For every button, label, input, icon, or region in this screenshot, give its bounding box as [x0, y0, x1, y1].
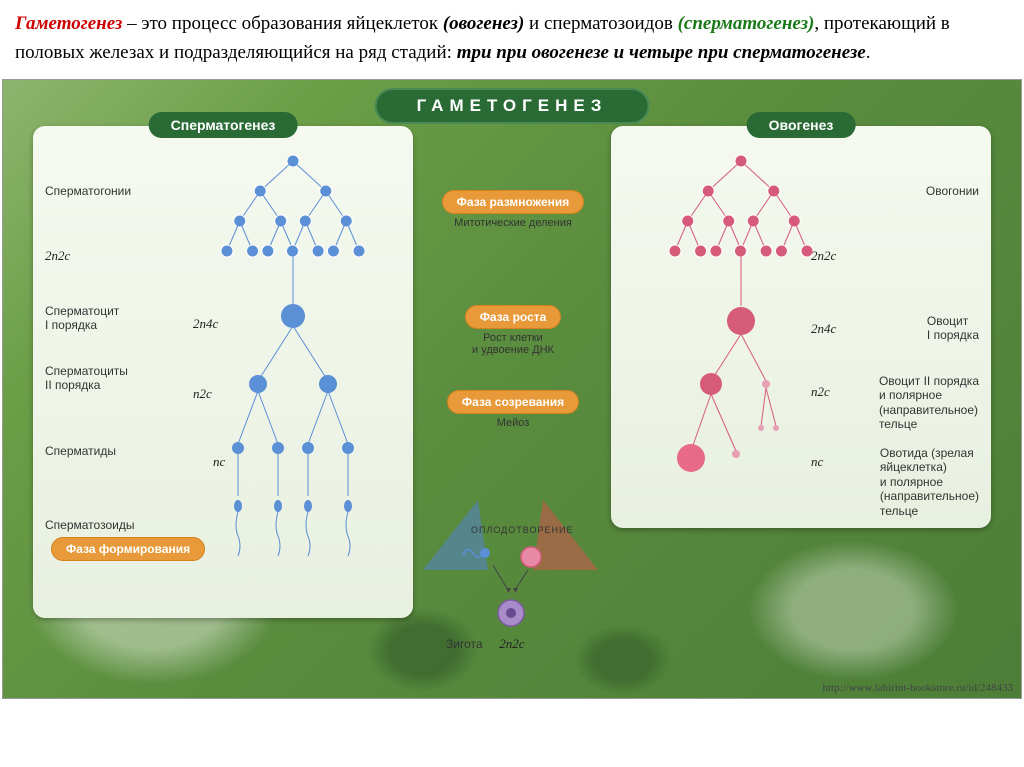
fertilization-label: ОПЛОДОТВОРЕНИЕ — [471, 525, 573, 535]
cell-label: Сперматогонии — [45, 184, 131, 198]
cell-label: Сперматоцит I порядка — [45, 304, 119, 333]
cell-label: Овоцит II порядка и полярное (направител… — [879, 374, 979, 432]
header-text: Гаметогенез – это процесс образования яй… — [0, 0, 1024, 77]
zygote-label: Зигота 2n2c — [446, 636, 524, 652]
formula: nc — [811, 454, 823, 470]
cell-label: Сперматиды — [45, 444, 116, 458]
cell-label: Овогонии — [926, 184, 979, 198]
phase-title: Фаза созревания — [447, 390, 579, 414]
cell-label: Овоцит I порядка — [927, 314, 979, 343]
formula: n2c — [811, 384, 830, 400]
formula: nc — [213, 454, 225, 470]
formula: n2c — [193, 386, 212, 402]
zygote-formula: 2n2c — [499, 636, 524, 651]
formation-phase-pill: Фаза формирования — [51, 537, 205, 561]
phase-subtitle: Рост клетки и удвоение ДНК — [423, 332, 603, 356]
phase-block: Фаза размножения Митотические деления — [423, 190, 603, 229]
cell-label: Овотида (зрелая яйцеклетка) и полярное (… — [880, 446, 979, 518]
phase-title: Фаза роста — [465, 305, 562, 329]
phase-block: Фаза созревания Мейоз — [423, 390, 603, 429]
formula: 2n4c — [811, 321, 836, 337]
diagram-title: ГАМЕТОГЕНЕЗ — [375, 88, 650, 124]
formula: 2n2c — [811, 248, 836, 264]
phase-title: Фаза размножения — [442, 190, 585, 214]
cell-label: Сперматоциты II порядка — [45, 364, 128, 393]
oogenesis-panel: Овогенез Овогонии2n2cОвоцит I порядка2n4… — [611, 126, 991, 528]
phase-subtitle: Мейоз — [423, 417, 603, 429]
cell-label: Сперматозоиды — [45, 518, 134, 532]
diagram-container: ГАМЕТОГЕНЕЗ Сперматогенез Сперматогонии2… — [2, 79, 1022, 699]
formula: 2n4c — [193, 316, 218, 332]
zygote-text: Зигота — [446, 637, 483, 651]
phase-subtitle: Митотические деления — [423, 217, 603, 229]
source-url: http://www.labirint-bookstore.ru/id/2484… — [822, 682, 1013, 694]
phase-block: Фаза роста Рост клетки и удвоение ДНК — [423, 305, 603, 356]
formula: 2n2c — [45, 248, 70, 264]
